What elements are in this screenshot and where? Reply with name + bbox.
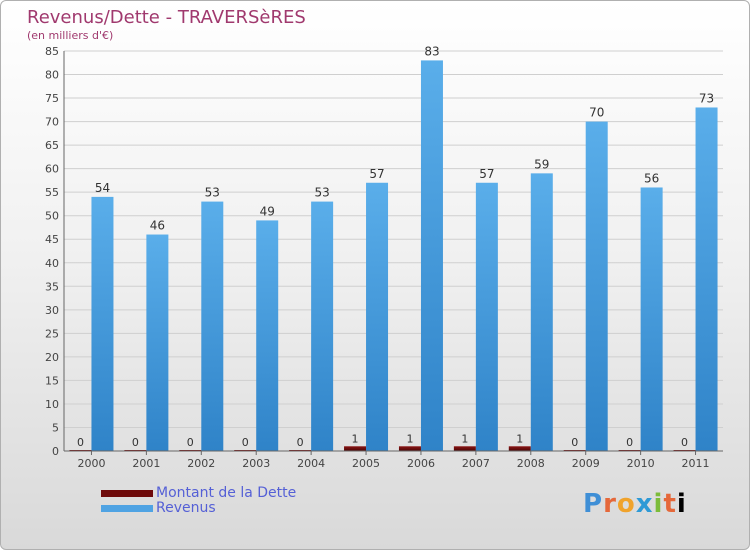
bar-revenus bbox=[695, 107, 718, 452]
x-tick-label: 2003 bbox=[242, 457, 270, 470]
data-label-revenus: 56 bbox=[644, 171, 659, 185]
data-label-revenus: 53 bbox=[314, 186, 329, 200]
y-tick-label: 0 bbox=[52, 445, 59, 458]
data-label-revenus: 53 bbox=[205, 186, 220, 200]
x-tick-label: 2005 bbox=[352, 457, 380, 470]
data-label-dette: 1 bbox=[516, 432, 523, 445]
data-label-dette: 0 bbox=[242, 436, 249, 449]
x-tick-label: 2002 bbox=[187, 457, 215, 470]
data-label-dette: 1 bbox=[352, 432, 359, 445]
bar-dette bbox=[344, 446, 367, 451]
legend-item-revenus: Revenus bbox=[101, 500, 361, 516]
legend-swatch-dette bbox=[101, 490, 153, 497]
data-label-dette: 1 bbox=[461, 432, 468, 445]
x-tick-label: 2006 bbox=[407, 457, 435, 470]
legend-label-revenus: Revenus bbox=[156, 500, 216, 516]
data-label-revenus: 46 bbox=[150, 219, 165, 233]
y-tick-label: 60 bbox=[45, 163, 59, 176]
y-tick-label: 15 bbox=[45, 374, 59, 387]
bar-revenus bbox=[91, 196, 114, 451]
y-tick-label: 65 bbox=[45, 139, 59, 152]
bar-dette bbox=[508, 446, 531, 451]
data-label-dette: 0 bbox=[681, 436, 688, 449]
bar-revenus bbox=[311, 201, 334, 451]
y-tick-label: 35 bbox=[45, 280, 59, 293]
x-tick-label: 2009 bbox=[572, 457, 600, 470]
data-label-revenus: 57 bbox=[479, 167, 494, 181]
x-tick-label: 2004 bbox=[297, 457, 325, 470]
y-tick-label: 30 bbox=[45, 304, 59, 317]
proxiti-logo: Proxiti bbox=[583, 489, 687, 519]
data-label-dette: 0 bbox=[132, 436, 139, 449]
bar-revenus bbox=[256, 220, 279, 451]
bar-dette bbox=[453, 446, 476, 451]
legend-swatch-revenus bbox=[101, 505, 153, 512]
data-label-revenus: 57 bbox=[369, 167, 384, 181]
y-tick-label: 85 bbox=[45, 45, 59, 58]
data-label-dette: 1 bbox=[406, 432, 413, 445]
data-label-revenus: 73 bbox=[699, 91, 714, 105]
y-tick-label: 70 bbox=[45, 116, 59, 129]
legend-item-dette: Montant de la Dette bbox=[101, 485, 361, 501]
bar-revenus bbox=[475, 182, 498, 451]
data-label-dette: 0 bbox=[571, 436, 578, 449]
y-tick-label: 50 bbox=[45, 210, 59, 223]
y-tick-label: 10 bbox=[45, 398, 59, 411]
x-tick-label: 2000 bbox=[77, 457, 105, 470]
y-tick-label: 20 bbox=[45, 351, 59, 364]
data-label-dette: 0 bbox=[187, 436, 194, 449]
chart-subtitle: (en milliers d'€) bbox=[27, 29, 114, 42]
data-label-dette: 0 bbox=[297, 436, 304, 449]
bar-revenus bbox=[420, 60, 443, 451]
legend-label-dette: Montant de la Dette bbox=[156, 485, 297, 501]
x-tick-label: 2011 bbox=[682, 457, 710, 470]
y-tick-label: 40 bbox=[45, 257, 59, 270]
bar-revenus bbox=[201, 201, 224, 451]
data-label-revenus: 49 bbox=[260, 204, 275, 218]
data-label-revenus: 59 bbox=[534, 157, 549, 171]
y-tick-label: 45 bbox=[45, 233, 59, 246]
x-tick-label: 2007 bbox=[462, 457, 490, 470]
data-label-dette: 0 bbox=[77, 436, 84, 449]
x-tick-label: 2008 bbox=[517, 457, 545, 470]
bar-revenus bbox=[530, 173, 553, 451]
y-tick-label: 5 bbox=[52, 421, 59, 434]
bar-dette bbox=[398, 446, 421, 451]
data-label-revenus: 70 bbox=[589, 106, 604, 120]
bar-revenus bbox=[640, 187, 663, 451]
y-tick-label: 80 bbox=[45, 69, 59, 82]
bar-revenus bbox=[585, 121, 608, 452]
bar-revenus bbox=[366, 182, 389, 451]
bar-revenus bbox=[146, 234, 169, 451]
x-tick-label: 2010 bbox=[627, 457, 655, 470]
chart-title: Revenus/Dette - TRAVERSèRES bbox=[27, 7, 306, 28]
y-tick-label: 55 bbox=[45, 186, 59, 199]
y-tick-label: 75 bbox=[45, 92, 59, 105]
x-tick-label: 2001 bbox=[132, 457, 160, 470]
y-tick-label: 25 bbox=[45, 327, 59, 340]
data-label-revenus: 54 bbox=[95, 181, 110, 195]
data-label-revenus: 83 bbox=[424, 44, 439, 58]
data-label-dette: 0 bbox=[626, 436, 633, 449]
